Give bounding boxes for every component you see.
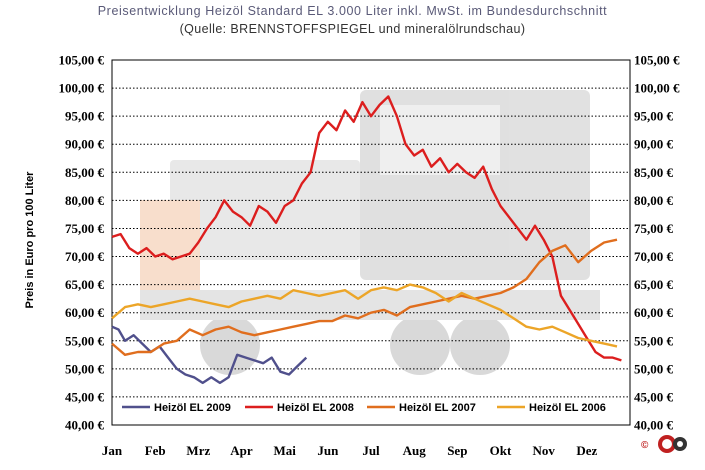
series-line-3 bbox=[111, 238, 618, 356]
chart-series bbox=[111, 95, 622, 385]
x-tick-label: Mrz bbox=[186, 443, 210, 458]
y-tick-label-right: 60,00 € bbox=[634, 305, 674, 320]
x-tick-label: Okt bbox=[490, 443, 512, 458]
y-tick-label-right: 45,00 € bbox=[634, 389, 674, 404]
x-tick-label: Mai bbox=[273, 443, 296, 458]
legend-label: Heizöl EL 2007 bbox=[399, 402, 476, 414]
y-tick-label-left: 65,00 € bbox=[65, 277, 105, 292]
x-tick-label: Apr bbox=[230, 443, 253, 458]
brand-logo: © bbox=[641, 435, 687, 453]
legend-label: Heizöl EL 2008 bbox=[277, 402, 354, 414]
y-tick-label-right: 75,00 € bbox=[634, 221, 674, 236]
y-tick-label-left: 40,00 € bbox=[65, 418, 105, 433]
y-tick-label-right: 40,00 € bbox=[634, 418, 674, 433]
y-tick-label-left: 55,00 € bbox=[65, 333, 105, 348]
y-tick-label-right: 50,00 € bbox=[634, 361, 674, 376]
chart-legend: Heizöl EL 2009 Heizöl EL 2008 Heizöl EL 20… bbox=[122, 402, 606, 414]
y-tick-label-right: 90,00 € bbox=[634, 137, 674, 152]
x-tick-label: Jun bbox=[317, 443, 339, 458]
plot-frame bbox=[111, 59, 631, 426]
y-tick-label-left: 105,00 € bbox=[59, 53, 105, 68]
y-tick-label-right: 70,00 € bbox=[634, 249, 674, 264]
y-tick-label-left: 75,00 € bbox=[65, 221, 105, 236]
y-tick-label-left: 95,00 € bbox=[65, 109, 105, 124]
x-tick-label: Sep bbox=[447, 443, 467, 458]
x-tick-label: Dez bbox=[576, 443, 597, 458]
series-line-2 bbox=[111, 95, 622, 362]
chart-title: Preisentwicklung Heizöl Standard EL 3.00… bbox=[97, 4, 608, 18]
y-tick-label-right: 85,00 € bbox=[634, 165, 674, 180]
x-tick-label: Jan bbox=[102, 443, 123, 458]
y-tick-label-right: 65,00 € bbox=[634, 277, 674, 292]
series-line-1 bbox=[111, 325, 308, 385]
y-axis-right-ticks: 40,00 € 45,00 € 50,00 € 55,00 € 60,00 € 65,00… bbox=[634, 53, 680, 433]
y-tick-label-right: 100,00 € bbox=[634, 81, 680, 96]
x-tick-label: Aug bbox=[403, 443, 427, 458]
legend-label: Heizöl EL 2009 bbox=[154, 402, 231, 414]
background-truck-image bbox=[140, 90, 600, 375]
y-tick-label-left: 100,00 € bbox=[59, 81, 105, 96]
y-tick-label-left: 50,00 € bbox=[65, 361, 105, 376]
x-axis-ticks: Jan Feb Mrz Apr Mai Jun Jul Aug Sep Okt Nov Dez bbox=[102, 443, 598, 458]
y-tick-label-left: 90,00 € bbox=[65, 137, 105, 152]
y-axis-label: Preis in Euro pro 100 Liter bbox=[24, 171, 36, 309]
copyright-symbol: © bbox=[641, 440, 649, 451]
y-tick-label-left: 60,00 € bbox=[65, 305, 105, 320]
legend-label: Heizöl EL 2006 bbox=[529, 402, 606, 414]
y-tick-label-left: 80,00 € bbox=[65, 193, 105, 208]
x-tick-label: Feb bbox=[145, 443, 166, 458]
y-tick-label-right: 105,00 € bbox=[634, 53, 680, 68]
y-tick-label-left: 45,00 € bbox=[65, 389, 105, 404]
y-tick-label-left: 70,00 € bbox=[65, 249, 105, 264]
y-tick-label-right: 80,00 € bbox=[634, 193, 674, 208]
series-line-4 bbox=[111, 283, 618, 348]
y-axis-left-ticks: 40,00 € 45,00 € 50,00 € 55,00 € 60,00 € 65,00… bbox=[59, 53, 105, 433]
x-tick-label: Jul bbox=[362, 443, 380, 458]
x-tick-label: Nov bbox=[532, 443, 555, 458]
y-tick-label-left: 85,00 € bbox=[65, 165, 105, 180]
y-tick-label-right: 55,00 € bbox=[634, 333, 674, 348]
y-tick-label-right: 95,00 € bbox=[634, 109, 674, 124]
chart-subtitle: (Quelle: BRENNSTOFFSPIEGEL und mineralöl… bbox=[179, 22, 526, 36]
